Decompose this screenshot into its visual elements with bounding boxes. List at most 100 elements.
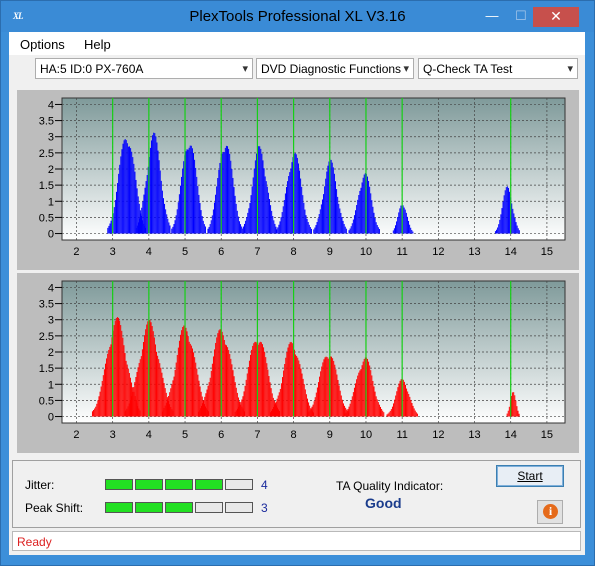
chart-bar xyxy=(248,208,250,234)
chart-bar xyxy=(197,411,199,417)
chart-bar xyxy=(316,222,318,234)
chart-bar xyxy=(273,406,275,417)
info-button[interactable]: i xyxy=(537,500,563,524)
menu-options[interactable]: Options xyxy=(20,37,65,52)
chart-bar xyxy=(308,402,310,417)
chart-bar xyxy=(245,220,247,234)
chart-bar xyxy=(236,210,238,234)
chart-bar xyxy=(191,348,193,417)
chart-bar xyxy=(214,349,216,417)
y-tick-label: 0.5 xyxy=(39,212,54,224)
chart-bar xyxy=(299,170,301,234)
chart-bar xyxy=(316,387,318,417)
title-bar[interactable]: XL PlexTools Professional XL V3.16 — ☐ ✕ xyxy=(1,1,594,32)
chart-bar xyxy=(204,396,206,417)
chart-bar xyxy=(513,213,515,234)
chart-bar xyxy=(135,377,137,417)
chart-bar xyxy=(127,406,129,417)
chart-bar xyxy=(120,156,122,234)
minimize-button[interactable]: — xyxy=(485,8,499,23)
chart-bar xyxy=(274,223,276,234)
x-tick-label: 8 xyxy=(291,246,297,258)
chart-bar xyxy=(378,229,380,234)
chart-bar xyxy=(116,317,118,417)
chart-bar xyxy=(405,212,407,234)
bottom-chart: 2 3 4 5 6 7 8 9 10 11 12 13 14 15 0 0.5 1 1.5 2 2.5 3 3.5 4 xyxy=(39,280,566,441)
chart-bar xyxy=(192,153,194,234)
chart-bar xyxy=(263,168,265,234)
start-button[interactable]: Start xyxy=(496,465,564,487)
chart-bar xyxy=(509,191,511,234)
maximize-button[interactable]: ☐ xyxy=(515,8,527,23)
x-tick-label: 10 xyxy=(360,246,372,258)
x-tick-label: 2 xyxy=(73,246,79,258)
chart-bar xyxy=(294,152,296,234)
chart-bar xyxy=(349,228,351,234)
chart-bar xyxy=(137,367,139,417)
peak-shift-value: 3 xyxy=(261,501,268,515)
chart-bar xyxy=(340,395,342,417)
drive-select[interactable]: HA:5 ID:0 PX-760A ▾ xyxy=(35,58,253,79)
chart-bar xyxy=(125,140,127,234)
menu-bar: Options Help xyxy=(9,32,585,55)
chart-bar xyxy=(194,159,196,234)
chart-bar xyxy=(355,210,357,234)
chart-bar xyxy=(236,392,238,417)
chart-bar xyxy=(153,132,155,234)
chart-bar xyxy=(255,341,257,417)
chart-bar xyxy=(270,205,272,234)
chart-bar xyxy=(399,208,401,234)
y-tick-label: 1 xyxy=(48,196,54,208)
chart-bar xyxy=(163,383,165,417)
chart-bar xyxy=(210,220,212,234)
test-select[interactable]: Q-Check TA Test ▾ xyxy=(418,58,578,79)
chart-bar xyxy=(231,168,233,234)
close-button[interactable]: ✕ xyxy=(533,7,579,27)
function-select[interactable]: DVD Diagnostic Functions ▾ xyxy=(256,58,414,79)
chart-bar xyxy=(136,372,138,417)
chart-bar xyxy=(336,374,338,417)
chart-bar xyxy=(342,220,344,234)
top-chart: 2 3 4 5 6 7 8 9 10 11 12 13 14 15 0 0.5 1 1.5 2 2.5 3 3.5 4 xyxy=(39,97,566,258)
chart-bar xyxy=(198,380,200,417)
chart-bar xyxy=(110,344,112,417)
chart-bar xyxy=(321,366,323,417)
chart-bar xyxy=(272,409,274,417)
chart-bar xyxy=(356,205,358,234)
chart-bar xyxy=(251,349,253,417)
chart-bar xyxy=(278,392,280,417)
chart-bar xyxy=(257,344,259,417)
y-tick-label: 3 xyxy=(48,132,54,144)
chart-bar xyxy=(129,377,131,417)
chart-bar xyxy=(301,186,303,234)
chart-bar xyxy=(161,190,163,234)
chart-bar xyxy=(285,357,287,417)
chart-bar xyxy=(305,215,307,234)
chart-bar xyxy=(118,317,120,417)
chart-bar xyxy=(317,382,319,417)
chart-bar xyxy=(348,406,350,417)
chart-bar xyxy=(279,411,281,417)
chart-bar xyxy=(231,364,233,417)
chart-bar xyxy=(323,194,325,234)
chart-bar xyxy=(352,392,354,417)
client-area: Options Help HA:5 ID:0 PX-760A ▾ DVD Dia… xyxy=(9,32,585,555)
chart-bar xyxy=(227,146,229,234)
chart-bar xyxy=(275,401,277,417)
chart-bar xyxy=(363,358,365,417)
top-chart-panel: 2 3 4 5 6 7 8 9 10 11 12 13 14 15 0 0.5 1 1.5 2 2.5 3 3.5 4 xyxy=(17,90,579,270)
chart-bar xyxy=(228,148,230,234)
chart-bar xyxy=(171,384,173,417)
chart-bar xyxy=(182,327,184,417)
chart-bar xyxy=(270,412,272,417)
menu-help[interactable]: Help xyxy=(84,37,111,52)
chart-bar xyxy=(176,354,178,417)
chart-bar xyxy=(218,170,220,234)
chart-bar xyxy=(237,408,239,417)
chart-bar xyxy=(306,398,308,417)
chart-bar xyxy=(411,402,413,417)
chart-bar xyxy=(317,218,319,234)
chart-bar xyxy=(364,357,366,417)
chart-bar xyxy=(515,400,517,417)
chart-bar xyxy=(383,412,385,417)
